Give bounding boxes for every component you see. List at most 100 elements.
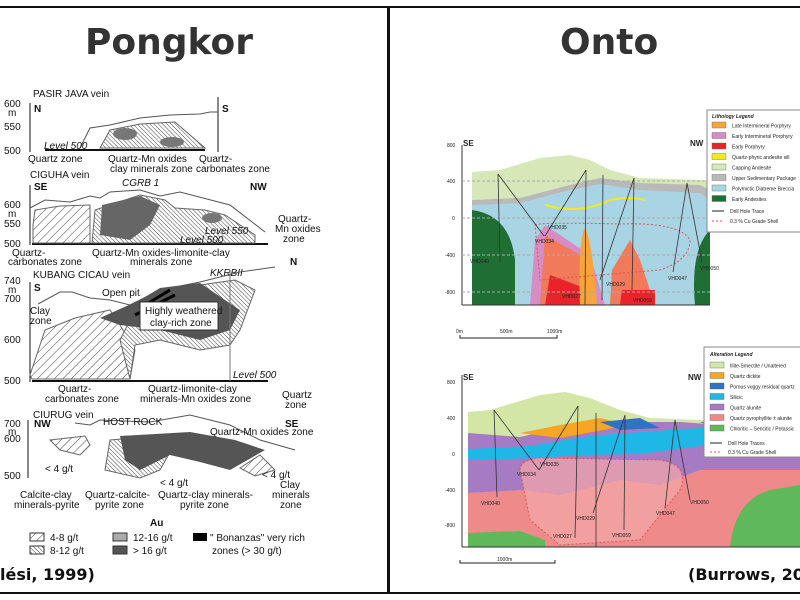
borehole-label: CGRB 1 bbox=[122, 178, 159, 189]
scale-label: 500m bbox=[500, 329, 513, 335]
legend-item: Quartz dickite bbox=[730, 374, 761, 380]
hole-label: VHD040 bbox=[481, 501, 500, 507]
y-tick: -800 bbox=[445, 523, 455, 529]
y-tick: -400 bbox=[445, 488, 455, 494]
tick-label: 500 bbox=[4, 239, 21, 250]
section-name: PASIR JAVA vein bbox=[33, 89, 109, 100]
onto-citation: (Burrows, 202 bbox=[688, 565, 800, 584]
zone-label: Quartz- bbox=[199, 154, 232, 165]
legend-item: Drill Hole Trace bbox=[730, 209, 764, 215]
legend-title: Alteration Legend bbox=[709, 352, 753, 358]
grade-label: < 4 g/t bbox=[45, 464, 73, 475]
section-name: CIURUG vein bbox=[33, 410, 94, 421]
legend-item: zones (> 30 g/t) bbox=[212, 546, 282, 557]
level-label: Level 500 bbox=[44, 141, 88, 152]
legend-swatch bbox=[709, 361, 725, 369]
pasir-java-section: PASIR JAVA vein 600 m 550 500 N S Level … bbox=[4, 89, 270, 175]
legend-item: Polymictic Diatreme Breccia bbox=[732, 187, 794, 193]
legend-item: Drill Hole Traces bbox=[728, 441, 765, 447]
hole-label: VHD047 bbox=[656, 511, 675, 517]
legend-swatch bbox=[711, 153, 727, 160]
y-tick: 400 bbox=[447, 179, 456, 185]
borehole-label: KKRBII bbox=[210, 268, 243, 279]
zone-label: zone bbox=[280, 500, 302, 511]
hole-label: VHD035 bbox=[540, 462, 559, 468]
legend-swatch bbox=[709, 393, 725, 400]
zone-label: Quartz-calcite- bbox=[85, 490, 150, 501]
legend-swatch bbox=[112, 545, 128, 555]
legend-item: Early Andesites bbox=[732, 197, 767, 203]
zone-label: zone bbox=[30, 316, 52, 327]
legend-item: Early Intermineral Porphyry bbox=[732, 134, 793, 140]
direction-label: S bbox=[34, 283, 41, 294]
tick-label: 500 bbox=[4, 376, 21, 387]
direction-label: SE bbox=[463, 139, 474, 148]
hole-label: VHD035 bbox=[548, 225, 567, 231]
legend-item: 0.3 % Cu Grade Shell bbox=[728, 450, 776, 456]
grade-label: < 4 g/t bbox=[262, 470, 290, 481]
legend-item: Upper Sedimentary Package bbox=[732, 176, 796, 182]
hole-label: VHD027 bbox=[553, 534, 572, 540]
legend-swatch bbox=[709, 414, 725, 421]
y-tick: -800 bbox=[445, 290, 455, 296]
tick-label: 600 bbox=[4, 200, 21, 211]
direction-label: SE bbox=[463, 373, 474, 382]
drill-hole-traces bbox=[493, 405, 691, 547]
legend-title: Au bbox=[150, 518, 163, 529]
hole-label: VHD040 bbox=[470, 259, 489, 265]
ciurug-section: CIURUG vein 700 m 600 500 NW SE HOST ROC… bbox=[4, 410, 314, 511]
tick-label: 600 bbox=[4, 434, 21, 445]
pongkor-sections: PASIR JAVA vein 600 m 550 500 N S Level … bbox=[4, 89, 321, 557]
zone-label: Quartz-Mn oxides zone bbox=[210, 427, 314, 438]
zone-label: carbonates zone bbox=[8, 257, 82, 268]
legend-swatch bbox=[711, 132, 727, 139]
zone-label: zone bbox=[283, 234, 305, 245]
legend-item: Quartz alunite bbox=[730, 406, 761, 412]
tick-label: 500 bbox=[4, 146, 21, 157]
legend-title: Lithology Legend bbox=[712, 114, 755, 120]
zone-label: clay minerals zone bbox=[110, 164, 193, 175]
onto-title: Onto bbox=[560, 22, 659, 63]
zone-label: Highly weathered bbox=[145, 306, 222, 317]
direction-label: SE bbox=[34, 182, 48, 193]
zone-label: minerals zone bbox=[130, 257, 193, 268]
unit-label: m bbox=[8, 285, 16, 296]
au-legend: Au 4-8 g/t 8-12 g/t 12-16 g/t > 16 g/t "… bbox=[29, 518, 305, 557]
zone-label: Calcite-clay bbox=[20, 490, 72, 501]
hole-label: VHD050 bbox=[700, 266, 719, 272]
tick-label: 500 bbox=[4, 471, 21, 482]
y-tick: 800 bbox=[447, 143, 456, 149]
level-label: Level 500 bbox=[180, 235, 224, 246]
lithology-legend: Lithology Legend Late Intermineral Porph… bbox=[706, 109, 800, 233]
hole-label: VHD059 bbox=[633, 298, 652, 304]
host-rock-label: HOST ROCK bbox=[103, 417, 163, 428]
section-name: KUBANG CICAU vein bbox=[33, 270, 130, 281]
pongkor-title: Pongkor bbox=[85, 22, 253, 63]
zone-label: carbonates zone bbox=[45, 394, 119, 405]
hole-label: VHD034 bbox=[517, 472, 536, 478]
legend-item: Quartz-phyric andesite sill bbox=[732, 155, 790, 161]
tick-label: 600 bbox=[4, 99, 21, 110]
y-tick: 0 bbox=[452, 216, 455, 222]
pongkor-citation: lési, 1999) bbox=[0, 565, 95, 584]
zone-label: Quartz bbox=[282, 390, 312, 401]
direction-label: N bbox=[290, 257, 297, 268]
zone-label: carbonates zone bbox=[196, 164, 270, 175]
open-pit-label: Open pit bbox=[102, 288, 140, 299]
level-label: Level 500 bbox=[233, 370, 277, 381]
zone-label: clay-rich zone bbox=[150, 318, 212, 329]
legend-swatch bbox=[711, 142, 727, 150]
section-name: CIGUHA vein bbox=[30, 170, 89, 181]
legend-item: Porous vuggy residual quartz bbox=[730, 385, 795, 391]
unit-label: m bbox=[8, 108, 16, 119]
ciguha-section: CIGUHA vein 600 m 550 500 SE NW CGRB 1 L… bbox=[4, 170, 321, 268]
tick-label: 550 bbox=[4, 122, 21, 133]
zone-label: Quartz-limonite-clay bbox=[148, 384, 237, 395]
legend-item: 12-16 g/t bbox=[133, 533, 173, 544]
zone-label: zone bbox=[285, 400, 307, 411]
grade-label: < 4 g/t bbox=[160, 478, 188, 489]
scale-label: 1000m bbox=[497, 557, 512, 563]
direction-label: NW bbox=[34, 419, 51, 430]
legend-swatch bbox=[29, 545, 45, 555]
zone-label: minerals-pyrite bbox=[14, 500, 80, 511]
